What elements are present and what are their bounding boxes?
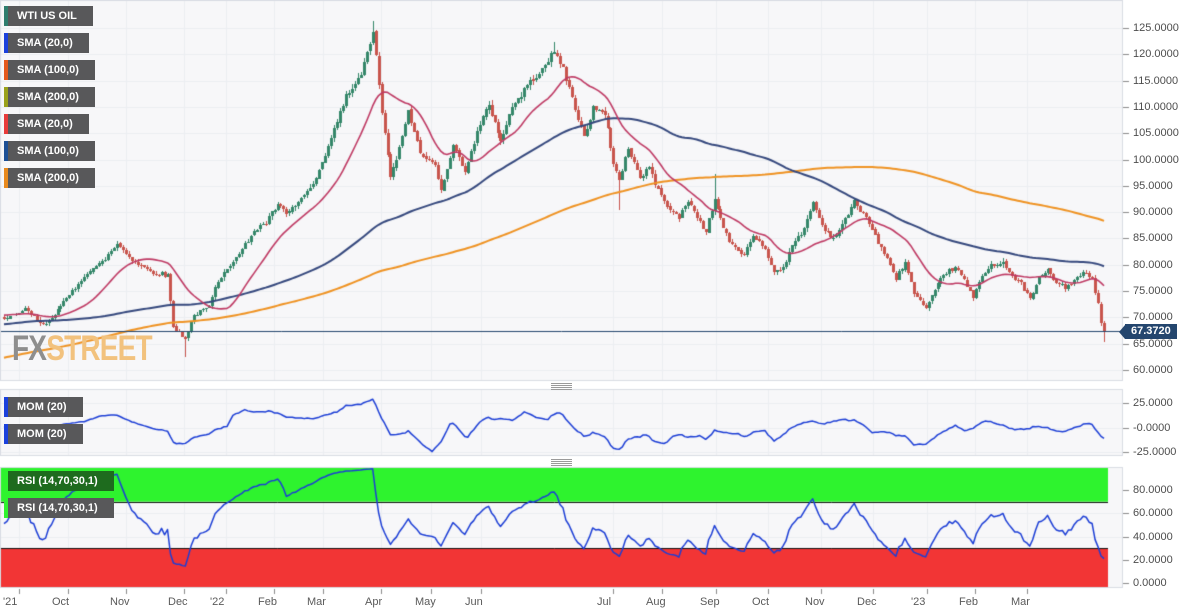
y-axis-label: 80.0000: [1133, 258, 1173, 271]
y-axis-label: 25.0000: [1133, 397, 1173, 409]
x-axis-label: '21: [3, 596, 18, 608]
x-axis-label: Oct: [752, 596, 770, 608]
panel-resize-handle-icon[interactable]: [551, 459, 572, 466]
y-axis-label: 40.0000: [1133, 530, 1173, 543]
y-axis-label: 75.0000: [1133, 285, 1173, 298]
legend-item-sma20-b[interactable]: SMA (20,0): [4, 114, 89, 134]
legend-item-sma100-b[interactable]: SMA (100,0): [4, 141, 95, 161]
x-axis-label: Nov: [110, 596, 130, 608]
y-axis-label: -25.0000: [1133, 446, 1177, 458]
y-axis-label: 125.0000: [1133, 22, 1179, 34]
y-axis-label: 100.0000: [1133, 153, 1179, 166]
y-axis-label: 60.0000: [1133, 364, 1173, 377]
legend-item-sma200-a[interactable]: SMA (200,0): [4, 87, 95, 107]
x-axis-label: Feb: [258, 596, 277, 608]
x-axis-label: Jul: [597, 596, 612, 608]
watermark-fx: FX: [12, 329, 47, 368]
legend-item-rsi-b[interactable]: RSI (14,70,30,1): [4, 498, 114, 518]
legend-item-mom-b[interactable]: MOM (20): [4, 424, 83, 444]
x-axis-label: Oct: [52, 596, 70, 608]
x-axis-label: Mar: [307, 596, 326, 608]
legend-item-sma20-a[interactable]: SMA (20,0): [4, 33, 89, 53]
x-axis-label: May: [415, 596, 436, 608]
y-axis-label: 60.0000: [1133, 507, 1173, 520]
y-axis-label: 70.0000: [1133, 311, 1173, 324]
y-axis-label: 80.0000: [1133, 484, 1173, 497]
x-axis-label: '23: [911, 596, 926, 608]
x-axis-label: Dec: [168, 596, 188, 608]
legend-item-symbol[interactable]: WTI US OIL: [4, 6, 93, 26]
y-axis-label: 20.0000: [1133, 553, 1173, 566]
legend-item-sma100-a[interactable]: SMA (100,0): [4, 60, 95, 80]
x-axis-label: Sep: [700, 596, 720, 608]
y-axis-label: 0.0000: [1133, 577, 1167, 590]
legend-item-sma200-b[interactable]: SMA (200,0): [4, 168, 95, 188]
watermark-street: STREET: [46, 329, 152, 368]
x-axis-label: Dec: [857, 596, 877, 608]
y-axis-label: 115.0000: [1133, 74, 1179, 87]
x-axis-label: Jun: [465, 596, 483, 608]
current-price-label: 67.3720: [1119, 324, 1177, 339]
y-axis-label: -0.0000: [1133, 421, 1171, 434]
x-axis-label: Apr: [365, 596, 383, 608]
y-axis-label: 85.0000: [1133, 232, 1173, 245]
y-axis-label: 90.0000: [1133, 206, 1173, 219]
x-axis-label: Nov: [805, 596, 825, 608]
x-axis-label: Aug: [646, 596, 666, 608]
legend-item-mom-a[interactable]: MOM (20): [4, 397, 83, 417]
x-axis-label: '22: [210, 596, 225, 608]
x-axis-label: Mar: [1011, 596, 1030, 608]
y-axis-label: 65.0000: [1133, 337, 1173, 350]
y-axis-label: 110.0000: [1133, 100, 1179, 113]
panel-resize-handle-icon[interactable]: [551, 383, 572, 390]
x-axis-label: Feb: [959, 596, 978, 608]
y-axis-label: 95.0000: [1133, 179, 1173, 192]
fxstreet-watermark: FXSTREET: [12, 329, 153, 369]
y-axis-label: 105.0000: [1133, 127, 1179, 140]
legend-item-rsi-a[interactable]: RSI (14,70,30,1): [4, 471, 114, 491]
y-axis-label: 120.0000: [1133, 48, 1179, 61]
